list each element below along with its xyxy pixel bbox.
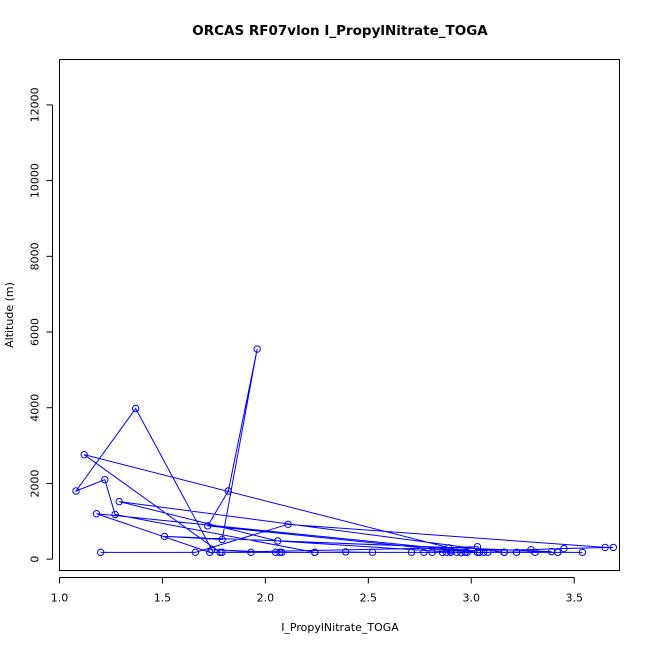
data-point (218, 535, 226, 544)
y-axis: 0 2000 4000 6000 8000 10000 12000 (29, 87, 53, 563)
data-point (311, 548, 319, 557)
data-point (80, 450, 88, 459)
data-point (554, 548, 562, 557)
plot-area (72, 345, 618, 557)
data-point (444, 544, 453, 552)
data-point (131, 404, 140, 413)
data-point (453, 548, 461, 557)
data-point (278, 548, 286, 557)
y-tick-label: 4000 (29, 394, 42, 422)
plot-frame (59, 59, 620, 571)
data-point (609, 543, 618, 552)
data-point (191, 548, 200, 557)
y-tick-label: 12000 (29, 87, 42, 122)
x-axis-label: I_PropylNitrate_TOGA (281, 621, 399, 634)
y-tick-label: 6000 (29, 318, 42, 346)
data-point (560, 544, 568, 553)
data-point (500, 548, 508, 557)
data-point (479, 548, 488, 557)
y-tick-label: 8000 (29, 242, 42, 270)
data-point (438, 548, 447, 557)
y-tick-label: 2000 (29, 469, 42, 497)
data-point (160, 532, 169, 541)
data-point (461, 548, 469, 557)
data-point (531, 548, 539, 557)
data-point (484, 548, 492, 557)
data-point (276, 548, 284, 557)
data-point (284, 520, 292, 529)
data-point (368, 548, 377, 557)
data-point (473, 542, 482, 551)
data-point (111, 510, 119, 519)
y-tick-label: 10000 (29, 163, 42, 198)
x-tick-label: 1.0 (51, 592, 69, 605)
x-tick-label: 3.5 (565, 592, 583, 605)
data-point (420, 548, 428, 557)
data-point (253, 345, 261, 353)
x-tick-label: 3.0 (463, 592, 481, 605)
data-point (442, 548, 451, 557)
data-point (578, 548, 587, 557)
y-tick-label: 0 (29, 556, 42, 563)
data-point (463, 548, 471, 557)
data-point (115, 497, 123, 506)
x-tick-label: 1.5 (154, 592, 172, 605)
data-point (206, 548, 214, 557)
x-axis: 1.0 1.5 2.0 2.5 3.0 3.5 (51, 577, 583, 605)
x-tick-label: 2.0 (257, 592, 275, 605)
data-point (72, 487, 80, 495)
data-point (407, 548, 416, 557)
data-point (601, 543, 609, 552)
data-point (216, 548, 224, 557)
data-point (96, 548, 105, 557)
x-tick-label: 2.5 (360, 592, 378, 605)
data-point (101, 475, 109, 484)
y-axis-label: Altitude (m) (3, 282, 16, 348)
data-point (341, 548, 350, 556)
data-point (224, 487, 233, 495)
data-point (92, 510, 101, 518)
data-point (247, 548, 255, 557)
data-point (428, 548, 436, 557)
data-point (274, 537, 282, 545)
chart-title: ORCAS RF07vlon I_PropylNitrate_TOGA (192, 23, 488, 39)
data-point (218, 548, 226, 557)
data-point (204, 522, 212, 530)
data-point (512, 548, 521, 557)
